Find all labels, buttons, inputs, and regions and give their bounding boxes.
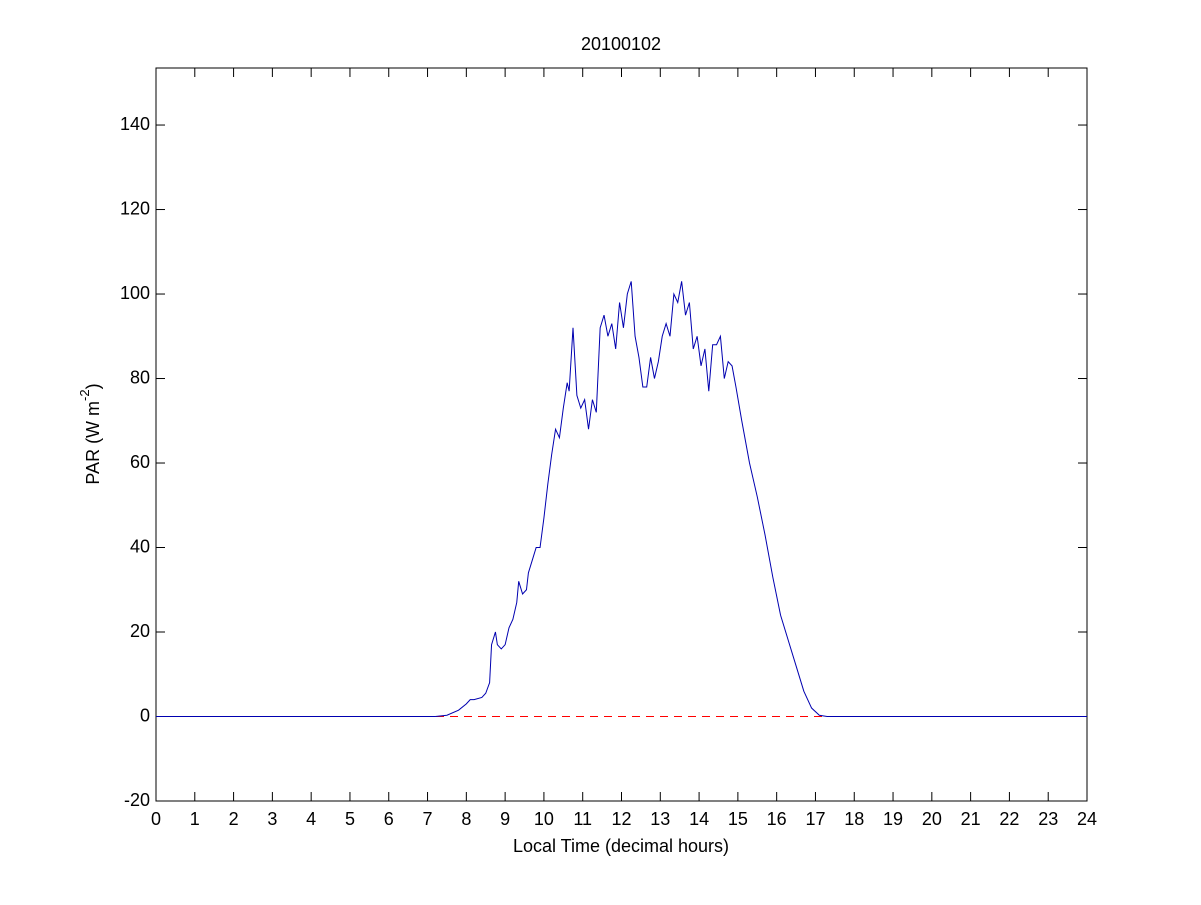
x-tick-label: 15 [728,809,748,829]
x-tick-label: 9 [500,809,510,829]
x-tick-label: 14 [689,809,709,829]
x-tick-label: 0 [151,809,161,829]
y-tick-label: 80 [130,367,150,387]
x-tick-label: 17 [805,809,825,829]
x-tick-label: 19 [883,809,903,829]
x-tick-label: 22 [999,809,1019,829]
plot-area [155,67,1088,802]
x-tick-label: 18 [844,809,864,829]
y-label-sup: -2 [77,389,92,401]
x-tick-label: 4 [306,809,316,829]
x-tick-label: 13 [650,809,670,829]
x-tick-label: 1 [190,809,200,829]
chart-title: 20100102 [581,34,661,54]
x-tick-label: 6 [384,809,394,829]
x-tick-label: 8 [461,809,471,829]
y-tick-label: 0 [140,705,150,725]
x-tick-label: 12 [611,809,631,829]
x-tick-label: 3 [267,809,277,829]
y-tick-label: 120 [120,198,150,218]
y-label-end: ) [83,383,103,389]
x-axis-label: Local Time (decimal hours) [513,836,729,856]
x-tick-label: 2 [229,809,239,829]
y-axis-label: PAR (W m-2) [77,383,102,484]
y-tick-label: 100 [120,283,150,303]
x-tick-label: 20 [922,809,942,829]
x-tick-label: 23 [1038,809,1058,829]
data-line [156,281,1087,717]
x-tick-label: 21 [961,809,981,829]
x-tick-label: 5 [345,809,355,829]
x-tick-label: 10 [534,809,554,829]
y-label-base: PAR (W m [83,401,103,485]
x-tick-label: 7 [423,809,433,829]
x-tick-label: 11 [573,809,592,829]
x-tick-label: 16 [767,809,787,829]
y-tick-label: 140 [120,114,150,134]
x-tick-label: 24 [1077,809,1097,829]
y-tick-label: 20 [130,621,150,641]
y-tick-label: 60 [130,452,150,472]
y-tick-label: -20 [124,790,150,810]
y-tick-label: 40 [130,536,150,556]
